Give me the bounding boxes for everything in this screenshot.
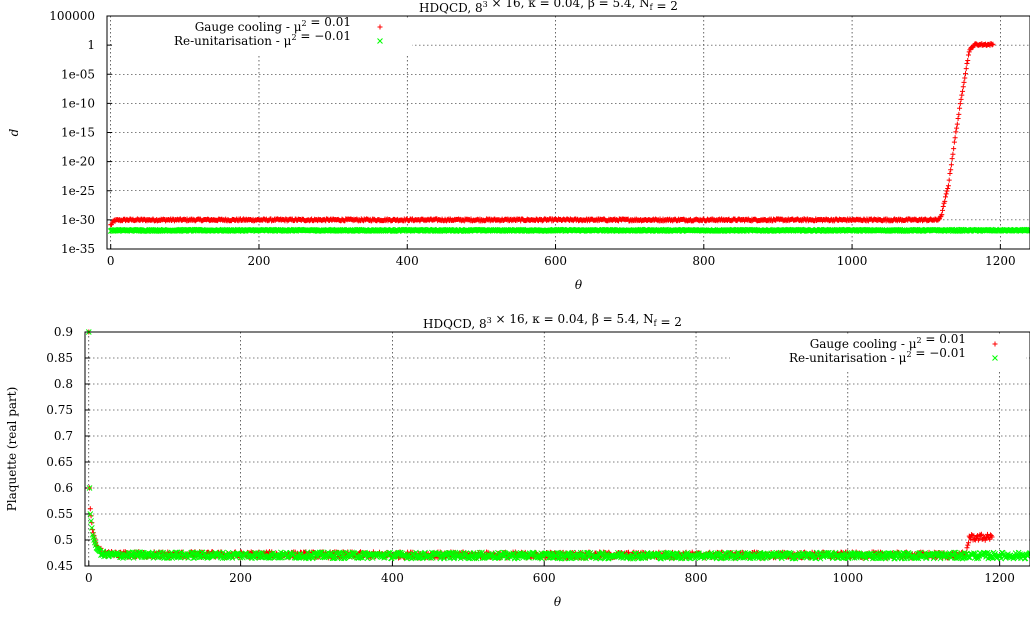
x-tick-label: 0: [107, 254, 115, 268]
y-tick-label: 0.9: [54, 325, 73, 339]
data-point: [964, 61, 970, 67]
x-axis-label: θ: [575, 278, 583, 292]
data-point: [958, 96, 964, 102]
data-point: [90, 527, 96, 533]
x-tick-label: 200: [229, 571, 252, 585]
y-tick-label: 0.65: [46, 455, 73, 469]
x-tick-label: 1200: [984, 571, 1015, 585]
y-tick-label: 0.5: [54, 533, 73, 547]
x-tick-label: 1000: [833, 571, 864, 585]
y-tick-label: 1: [87, 38, 95, 52]
data-point: [959, 92, 965, 98]
data-point: [87, 506, 93, 512]
y-tick-label: 1e-20: [61, 155, 95, 169]
legend: Gauge cooling - μ2 = 0.01Re-unitarisatio…: [112, 15, 412, 54]
data-point: [954, 125, 960, 131]
x-tick-label: 800: [692, 254, 715, 268]
data-point: [946, 177, 952, 183]
x-tick-label: 800: [685, 571, 708, 585]
data-point: [945, 185, 951, 191]
x-tick-label: 600: [533, 571, 556, 585]
data-point: [944, 188, 950, 194]
data-point: [89, 520, 95, 526]
y-tick-label: 0.85: [46, 351, 73, 365]
data-point: [949, 156, 955, 162]
data-point: [956, 111, 962, 117]
data-point: [948, 162, 954, 168]
x-tick-label: 200: [248, 254, 271, 268]
y-tick-label: 1e-15: [61, 126, 95, 140]
data-point: [957, 101, 963, 107]
y-tick-label: 1e-35: [61, 242, 95, 256]
x-tick-label: 400: [381, 571, 404, 585]
data-point: [942, 198, 948, 204]
x-tick-label: 600: [544, 254, 567, 268]
data-point: [957, 105, 963, 111]
data-point: [965, 542, 971, 548]
bottom-chart: 0 200 400 600 800 1000 1200 0.9 0.85 0.8 0.75 0.7 0.…: [5, 312, 1030, 609]
series-gauge-cooling: [108, 41, 996, 228]
y-tick-label: 1e-10: [61, 96, 95, 110]
chart-title: HDQCD, 83 × 16, κ = 0.04, β = 5.4, Nf = …: [423, 312, 682, 331]
data-point: [950, 151, 956, 157]
data-point: [965, 52, 971, 58]
data-point: [990, 41, 996, 47]
y-tick-label: 100000: [49, 9, 95, 23]
data-point: [960, 88, 966, 94]
series-re-unitarisation: [107, 226, 1030, 234]
data-point: [940, 207, 946, 213]
data-point: [951, 139, 957, 145]
y-tick-label: 1e-25: [61, 184, 95, 198]
data-point: [940, 204, 946, 210]
x-tick-label: 1200: [985, 254, 1016, 268]
data-point: [954, 121, 960, 127]
y-tick-label: 0.8: [54, 377, 73, 391]
data-point: [963, 71, 969, 77]
x-tick-label: 0: [85, 571, 93, 585]
legend: Gauge cooling - μ2 = 0.01Re-unitarisatio…: [730, 332, 1026, 370]
y-tick-label: 0.45: [46, 559, 73, 573]
chart-title: HDQCD, 83 × 16, κ = 0.04, β = 5.4, Nf = …: [419, 0, 678, 15]
data-point: [939, 212, 945, 218]
data-point: [942, 194, 948, 200]
data-point: [960, 84, 966, 90]
data-point: [963, 66, 969, 72]
data-point: [961, 79, 967, 85]
data-point: [951, 146, 957, 152]
y-tick-label: 0.55: [46, 507, 73, 521]
data-point: [943, 191, 949, 197]
data-point: [952, 135, 958, 141]
x-axis-label: θ: [554, 595, 562, 609]
data-point: [948, 167, 954, 173]
data-point: [964, 545, 970, 551]
y-tick-label: 0.6: [54, 481, 73, 495]
x-tick-label: 1000: [837, 254, 868, 268]
data-point: [953, 129, 959, 135]
y-tick-label: 1e-30: [61, 213, 95, 227]
data-point: [962, 75, 968, 81]
data-point: [965, 57, 971, 63]
data-point: [955, 115, 961, 121]
y-axis-label: Plaquette (real part): [5, 387, 19, 512]
data-point: [989, 42, 995, 48]
data-point: [966, 540, 972, 546]
data-point: [945, 183, 951, 189]
top-chart: 0 200 400 600 800 1000 1200 100000 1 1e-05 1e-10 1e…: [7, 0, 1030, 292]
y-tick-label: 1e-05: [61, 67, 95, 81]
x-tick-label: 400: [396, 254, 419, 268]
y-tick-label: 0.75: [46, 403, 73, 417]
y-axis-label: d: [7, 128, 21, 136]
y-tick-label: 0.7: [54, 429, 73, 443]
data-point: [947, 170, 953, 176]
